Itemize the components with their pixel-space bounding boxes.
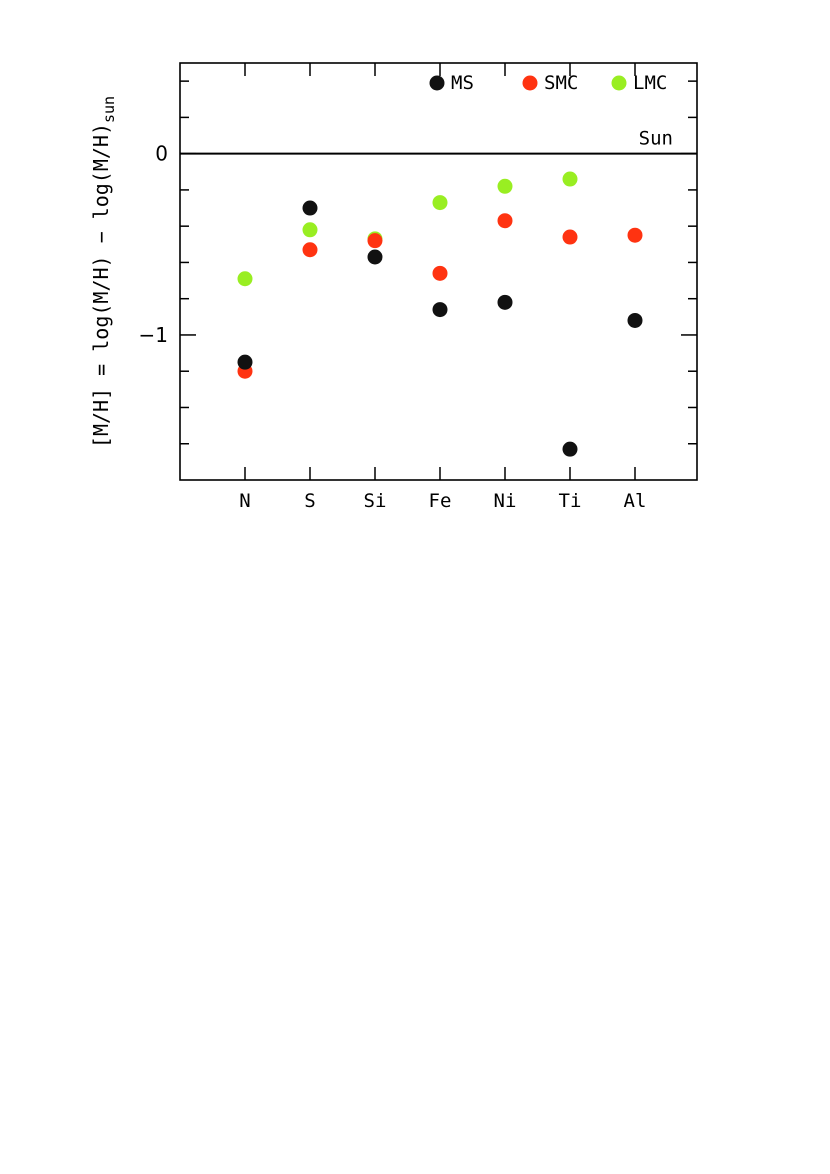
legend: MS SMC LMC bbox=[429, 72, 667, 94]
x-tick-label: Fe bbox=[429, 490, 452, 512]
plot-frame bbox=[179, 62, 698, 481]
y-axis-label: [M/H] = log(M/H) − log(M/H)sun bbox=[89, 96, 118, 448]
x-tick-label: Al bbox=[624, 490, 647, 512]
x-tick-label: Ti bbox=[559, 490, 582, 512]
data-point bbox=[497, 213, 513, 229]
data-points bbox=[237, 171, 643, 457]
data-point bbox=[562, 229, 578, 245]
data-point bbox=[627, 312, 643, 328]
data-point bbox=[237, 354, 253, 370]
y-axis-label-main: [M/H] = log(M/H) − log(M/H) bbox=[89, 123, 113, 448]
data-point bbox=[497, 178, 513, 194]
legend-label: MS bbox=[451, 72, 474, 94]
data-point bbox=[367, 249, 383, 265]
x-tick-label: N bbox=[239, 490, 250, 512]
legend-marker bbox=[429, 75, 445, 91]
legend-label: LMC bbox=[633, 72, 667, 94]
data-point bbox=[562, 171, 578, 187]
legend-marker bbox=[522, 75, 538, 91]
data-point bbox=[562, 441, 578, 457]
y-tick-label: −1 bbox=[139, 323, 168, 347]
sun-reference-label: Sun bbox=[639, 128, 673, 150]
data-point bbox=[497, 294, 513, 310]
data-point bbox=[237, 271, 253, 287]
x-ticks: N S Si Fe Ni Ti Al bbox=[239, 63, 646, 512]
data-point bbox=[432, 265, 448, 281]
x-tick-label: Ni bbox=[494, 490, 517, 512]
data-point bbox=[432, 195, 448, 211]
data-point bbox=[302, 222, 318, 238]
data-point bbox=[367, 233, 383, 249]
x-tick-label: Si bbox=[364, 490, 387, 512]
data-point bbox=[302, 200, 318, 216]
y-axis-label-subscript: sun bbox=[100, 96, 118, 123]
data-point bbox=[627, 227, 643, 243]
y-ticks: 0 −1 bbox=[139, 80, 697, 445]
data-point bbox=[302, 242, 318, 258]
data-point bbox=[432, 302, 448, 318]
legend-marker bbox=[611, 75, 627, 91]
legend-label: SMC bbox=[544, 72, 578, 94]
x-tick-label: S bbox=[304, 490, 315, 512]
y-tick-label: 0 bbox=[155, 142, 168, 166]
